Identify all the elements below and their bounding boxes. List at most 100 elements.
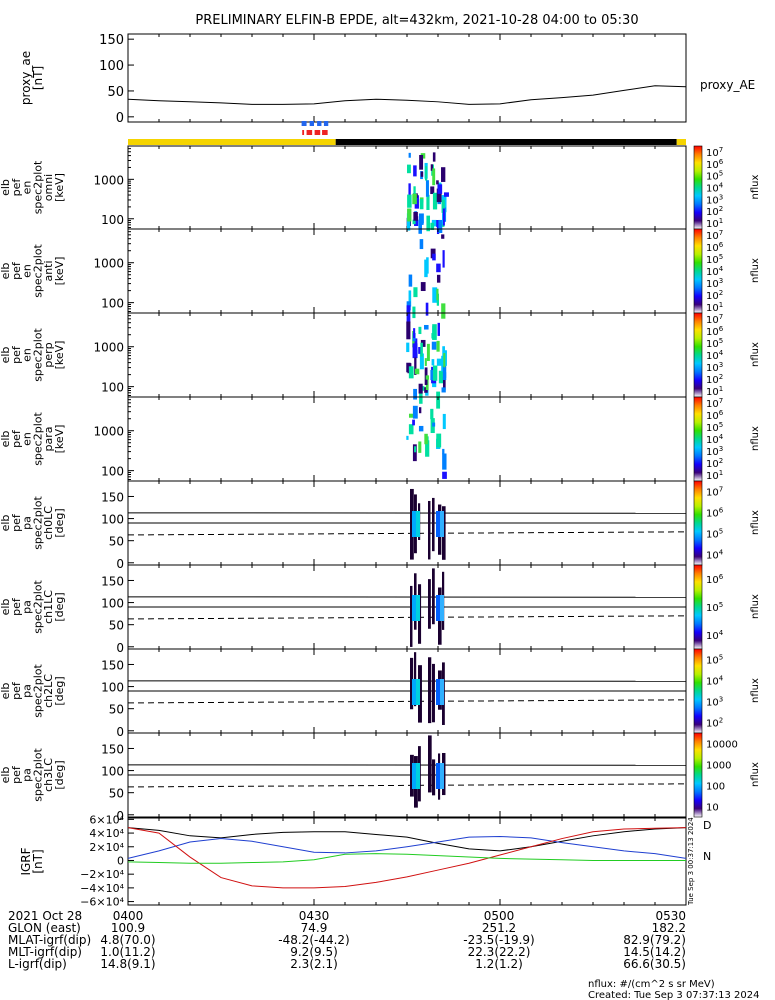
pa-ch2-ylabel: ch2LC: [42, 674, 55, 708]
spec-omni-ylabel: en: [21, 181, 34, 195]
pa-ch2-ylabel: [deg]: [53, 676, 66, 705]
spec-omni-cell: [413, 186, 416, 200]
orbit-c2-l: 1.2(1.2): [475, 957, 523, 971]
pa-ch0-ytick-label: 50: [109, 535, 124, 549]
spec-omni-cell: [418, 219, 422, 234]
spec-perp-cell: [430, 369, 434, 381]
spec-perp-cell: [436, 358, 442, 366]
spec-anti-cell: [424, 259, 428, 278]
pa-ch1-cell: [416, 595, 420, 621]
spec-perp-cell: [432, 365, 438, 381]
orbit-c2-mlt: 22.3(22.2): [468, 945, 531, 959]
spec-anti-ylabel: [keV]: [53, 257, 66, 286]
spec-anti-cell: [432, 253, 436, 261]
spec-perp-cell: [436, 340, 440, 352]
spec-perp-cell: [418, 383, 423, 394]
spec-perp-cell: [438, 370, 444, 384]
spec-perp-cell: [418, 347, 422, 354]
spec-omni-ylabel: [keV]: [53, 173, 66, 202]
pa-ch3-cell: [416, 763, 420, 789]
spec-omni-cell: [430, 186, 435, 195]
igrf-ytick-label: 4×10⁴: [89, 827, 124, 840]
igrf-legend-n: N: [703, 850, 711, 863]
spec-omni-cell: [420, 171, 424, 177]
spec-omni-cell: [406, 213, 411, 231]
igrf-ytick-label: 6×10⁴: [89, 813, 124, 826]
spec-para-cell: [408, 424, 414, 435]
red-marker: [306, 130, 313, 135]
pa-ch1-ytick-label: 150: [101, 574, 124, 588]
spec-para-cell: [418, 425, 424, 432]
pa-ch2-colorbar: [693, 648, 703, 734]
pa-ch2-ref-dashed: [127, 699, 687, 704]
spec-para-ylabel: spec2plot: [31, 412, 44, 466]
spec-omni-cell: [412, 193, 417, 205]
spec-para-cell: [412, 444, 417, 462]
pa-ch2-cbar-label: 103: [706, 696, 723, 709]
pa-ch2-ylabel: pef: [10, 681, 23, 700]
pa-ch0-ylabel: [deg]: [53, 508, 66, 537]
spec-para-ylabel: [keV]: [53, 425, 66, 454]
spec-perp-cell: [413, 338, 418, 348]
pa-ch2-cbar-label: 102: [706, 717, 723, 730]
spec-omni-cell: [407, 194, 412, 208]
orbit-c0-time: 0400: [113, 909, 144, 923]
spec-omni-cell: [430, 164, 433, 171]
pa-ch1-ref-dashed: [127, 615, 687, 620]
orbit-label-mlat: MLAT-igrf(dip): [8, 933, 91, 947]
spec-omni-ylabel: pef: [10, 178, 23, 197]
pa-ch1-ylabel: spec2plot: [31, 580, 44, 634]
spec-omni-ytick-label: 1000: [93, 173, 124, 187]
pa-ch3-cell: [432, 759, 436, 796]
spec-omni-cell: [436, 180, 439, 185]
blue-marker: [309, 121, 314, 126]
pa-ch2-cell: [412, 679, 416, 705]
spec-omni-cell: [432, 192, 438, 210]
orbit-c1-time: 0430: [299, 909, 330, 923]
spec-perp-ytick-label: 1000: [93, 341, 124, 355]
pa-ch2-cell: [436, 679, 440, 705]
spec-omni-colorbar: [693, 145, 703, 230]
pa-ch1-ytick-label: 100: [101, 597, 124, 611]
pa-ch1-cbar-label: 104: [706, 629, 724, 642]
spec-omni-cell: [436, 220, 439, 228]
spec-perp-cell: [437, 322, 440, 336]
spec-para-cell: [442, 453, 447, 470]
pa-ch3-ylabel: pa: [21, 768, 34, 782]
spec-omni-cell: [441, 167, 446, 182]
spec-omni-cell: [418, 213, 424, 224]
spec-omni-ytick-label: 100: [101, 213, 124, 227]
spec-perp-cell: [442, 346, 445, 357]
pa-ch0-cbar-label: 104: [706, 549, 724, 562]
spec-perp-cell: [436, 391, 441, 409]
pa-ch0-cell: [436, 511, 440, 537]
spec-para-cell: [418, 407, 422, 414]
pa-ch3-ytick-label: 50: [109, 787, 124, 801]
spec-omni-cell: [442, 208, 445, 226]
spec-perp-cell: [414, 368, 420, 375]
spec-para-colorbar: [693, 396, 703, 482]
pa-ch3-cbar-label: 10000: [706, 740, 738, 751]
pa-ch0-ytick-label: 0: [116, 557, 124, 571]
pa-ch2-cell: [440, 679, 444, 705]
pa-ch1-ylabel: pef: [10, 597, 23, 616]
spec-perp-cell: [412, 343, 418, 359]
quality-segment: [335, 139, 677, 145]
spec-omni-cbar-title: nflux: [750, 175, 761, 200]
pa-ch2-cbar-label: 104: [706, 675, 724, 688]
orbit-label-mlt: MLT-igrf(dip): [8, 945, 82, 959]
pa-ch0-ylabel: pef: [10, 513, 23, 532]
spec-anti-cell: [412, 306, 416, 319]
red-marker: [322, 130, 328, 135]
pa-ch0-cbar-title: nflux: [750, 510, 761, 535]
pa-ch0-cbar-label: 107: [706, 486, 723, 499]
igrf-legend-d: D: [703, 819, 711, 832]
proxy-ae-ytick-label: 50: [107, 85, 124, 100]
spec-perp-cell: [442, 376, 446, 391]
pa-ch2-ylabel: pa: [21, 684, 34, 698]
spec-perp-cell: [419, 353, 424, 370]
spec-omni-cell: [426, 194, 430, 210]
spec-para-ytick-label: 1000: [93, 425, 124, 439]
